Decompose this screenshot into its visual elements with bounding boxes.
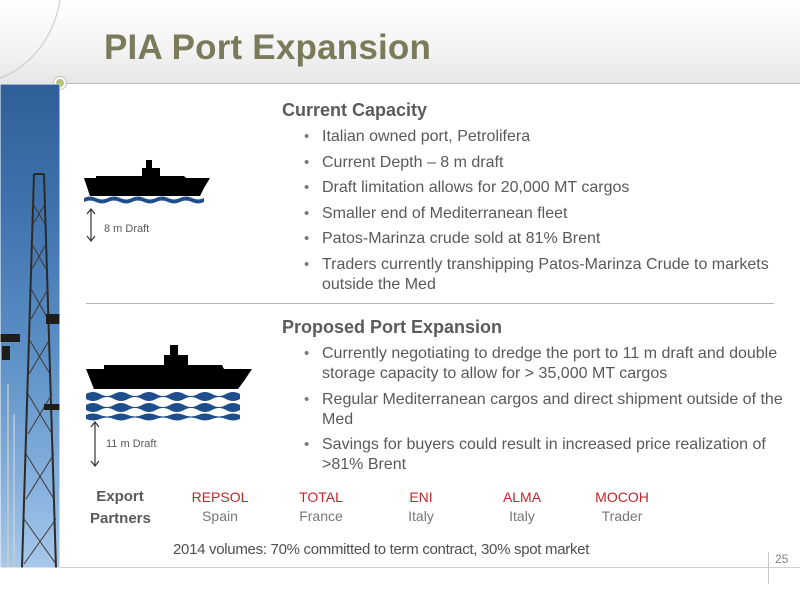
partner-name: MOCOH [595, 489, 649, 505]
list-item: Current Depth – 8 m draft [302, 153, 782, 173]
water-wave-icon [86, 392, 240, 421]
double-arrow-icon [90, 421, 100, 467]
partner-country: France [299, 508, 343, 524]
list-item: Patos-Marinza crude sold at 81% Brent [302, 229, 782, 249]
page-number-divider [768, 552, 769, 584]
double-arrow-icon [86, 208, 96, 242]
partner-country: Italy [509, 508, 535, 524]
partner-name: ENI [409, 489, 433, 505]
partner-eni: ENI Italy [376, 488, 466, 526]
partner-name: ALMA [502, 489, 542, 505]
list-item: Italian owned port, Petrolifera [302, 127, 782, 147]
header-arc-decoration [0, 0, 62, 84]
water-wave-icon [84, 196, 204, 204]
section-divider [86, 303, 774, 304]
partner-country: Spain [202, 508, 238, 524]
header-band: PIA Port Expansion [0, 0, 800, 84]
slide-title: PIA Port Expansion [104, 28, 432, 67]
partner-country: Italy [408, 508, 434, 524]
list-item: Currently negotiating to dredge the port… [302, 344, 792, 384]
partner-name: TOTAL [299, 489, 343, 505]
oil-rig-illustration [0, 84, 60, 568]
partner-total: TOTAL France [276, 488, 366, 526]
partner-name: REPSOL [191, 489, 249, 505]
partner-country: Trader [601, 508, 643, 524]
header-divider [60, 83, 800, 84]
export-label-line2: Partners [90, 510, 151, 527]
list-item: Regular Mediterranean cargos and direct … [302, 390, 792, 430]
page-number: 25 [775, 552, 789, 566]
cargo-ship-icon [86, 345, 252, 421]
oil-rig-photo [0, 84, 60, 568]
proposed-expansion-list: Currently negotiating to dredge the port… [302, 344, 792, 481]
footer-divider [60, 567, 800, 568]
list-item: Savings for buyers could result in incre… [302, 435, 792, 475]
volumes-note: 2014 volumes: 70% committed to term cont… [173, 541, 590, 558]
list-item: Draft limitation allows for 20,000 MT ca… [302, 178, 782, 198]
partner-mocoh: MOCOH Trader [577, 488, 667, 526]
partner-alma: ALMA Italy [477, 488, 567, 526]
draft-label-proposed: 11 m Draft [106, 438, 157, 450]
partner-repsol: REPSOL Spain [175, 488, 265, 526]
current-capacity-list: Italian owned port, Petrolifera Current … [302, 127, 782, 300]
cargo-ship-icon [84, 160, 210, 204]
current-capacity-heading: Current Capacity [282, 100, 428, 120]
draft-label-current: 8 m Draft [104, 223, 150, 235]
export-partners-label: Export Partners [90, 486, 151, 530]
list-item: Traders currently transhipping Patos-Mar… [302, 255, 782, 295]
list-item: Smaller end of Mediterranean fleet [302, 204, 782, 224]
export-label-line1: Export [96, 488, 144, 505]
proposed-expansion-heading: Proposed Port Expansion [282, 317, 503, 337]
